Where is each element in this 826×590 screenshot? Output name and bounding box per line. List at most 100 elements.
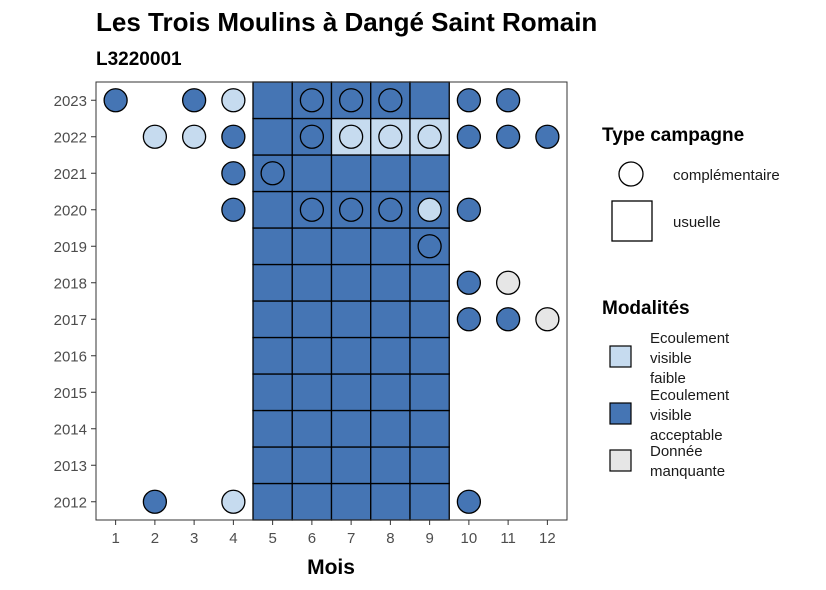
x-tick-label-9: 9 — [425, 530, 433, 547]
point-2017-12 — [535, 307, 560, 332]
point-2023-7 — [338, 88, 364, 113]
legend-faible-line1: Ecoulement — [650, 330, 730, 347]
usuelle-cell-2021-6 — [291, 154, 333, 193]
usuelle-cell-2015-9 — [409, 373, 450, 412]
point-2018-10 — [456, 270, 482, 295]
x-tick-label-6: 6 — [308, 530, 316, 547]
y-tick-label-2017: 2017 — [54, 312, 87, 329]
legend-type-campagne: Type campagne complémentaire usuelle — [602, 125, 780, 242]
legend-faible-line2: visible — [650, 350, 692, 367]
usuelle-cell-2014-9 — [409, 409, 450, 448]
usuelle-cell-2013-8 — [370, 446, 411, 485]
usuelle-cell-2020-5 — [252, 190, 293, 229]
usuelle-cell-2023-5 — [252, 81, 293, 120]
x-axis: 1 2 3 4 5 6 7 8 9 10 11 12 — [111, 520, 556, 547]
legend-swatch-acceptable — [609, 402, 632, 425]
usuelle-cell-2019-6 — [291, 227, 333, 266]
usuelle-cell-2016-5 — [252, 336, 293, 375]
usuelle-cell-2016-7 — [330, 336, 372, 375]
point-2020-7 — [338, 197, 364, 222]
usuelle-cell-2018-9 — [409, 263, 450, 302]
usuelle-cell-2017-8 — [370, 300, 411, 339]
chart-title: Les Trois Moulins à Dangé Saint Romain — [96, 7, 597, 37]
point-2021-5 — [260, 161, 285, 186]
usuelle-cell-2013-6 — [291, 446, 333, 485]
point-2020-8 — [378, 197, 403, 222]
point-2023-6 — [299, 88, 325, 113]
y-tick-label-2022: 2022 — [54, 129, 87, 146]
x-tick-label-3: 3 — [190, 530, 198, 547]
usuelle-cell-2012-7 — [330, 482, 372, 521]
usuelle-cell-2021-8 — [370, 154, 411, 193]
point-2022-10 — [456, 124, 482, 149]
y-tick-label-2018: 2018 — [54, 275, 87, 292]
point-2012-10 — [456, 489, 482, 514]
x-tick-label-4: 4 — [229, 530, 237, 547]
y-tick-label-2021: 2021 — [54, 166, 87, 183]
usuelle-cell-2016-8 — [370, 336, 411, 375]
legend-type-title: Type campagne — [602, 125, 744, 146]
point-2019-9 — [417, 234, 442, 259]
point-2018-11 — [495, 270, 521, 295]
usuelle-cell-2022-5 — [252, 117, 293, 156]
legend-faible-line3: faible — [650, 370, 686, 387]
legend-type-usuelle-label: usuelle — [673, 214, 721, 231]
point-2022-12 — [535, 124, 560, 149]
point-2023-8 — [378, 88, 403, 113]
point-2022-2 — [142, 124, 168, 149]
legend-square-symbol — [611, 200, 653, 242]
point-2023-4 — [221, 88, 246, 113]
usuelle-cell-2014-5 — [252, 409, 293, 448]
point-2020-10 — [456, 197, 482, 222]
usuelle-cell-2012-9 — [409, 482, 450, 521]
point-2012-4 — [221, 489, 246, 514]
point-2020-4 — [221, 197, 246, 222]
legend-modalites-title: Modalités — [602, 298, 690, 319]
usuelle-cell-2012-8 — [370, 482, 411, 521]
usuelle-cell-2018-7 — [330, 263, 372, 302]
usuelle-cell-2019-5 — [252, 227, 293, 266]
x-tick-label-10: 10 — [461, 530, 478, 547]
usuelle-cell-2016-9 — [409, 336, 450, 375]
point-2022-3 — [181, 124, 207, 149]
usuelle-cell-2018-8 — [370, 263, 411, 302]
usuelle-cell-2018-6 — [291, 263, 333, 302]
y-axis: 2012 2013 2014 2015 2016 2017 2018 2019 2020 2021… — [54, 93, 96, 511]
usuelle-cell-2018-5 — [252, 263, 293, 302]
point-2022-8 — [378, 124, 403, 149]
x-tick-label-1: 1 — [111, 530, 119, 547]
usuelle-cell-2015-5 — [252, 373, 293, 412]
legend-manquante-line2: manquante — [650, 463, 725, 480]
legend-type-complementaire-label: complémentaire — [673, 167, 780, 184]
legend-acceptable-line2: visible — [650, 407, 692, 424]
usuelle-cell-2015-6 — [291, 373, 333, 412]
usuelle-cell-2014-7 — [330, 409, 372, 448]
y-tick-label-2016: 2016 — [54, 348, 87, 365]
usuelle-cell-2012-5 — [252, 482, 293, 521]
x-tick-label-2: 2 — [151, 530, 159, 547]
point-2020-9 — [417, 197, 442, 222]
usuelle-cell-2017-5 — [252, 300, 293, 339]
usuelle-cell-2017-7 — [330, 300, 372, 339]
usuelle-cell-2015-7 — [330, 373, 372, 412]
y-tick-label-2013: 2013 — [54, 458, 87, 475]
x-tick-label-8: 8 — [386, 530, 394, 547]
x-tick-label-7: 7 — [347, 530, 355, 547]
usuelle-cell-2014-8 — [370, 409, 411, 448]
point-2022-9 — [417, 124, 442, 149]
usuelle-cell-2012-6 — [291, 482, 333, 521]
point-2020-6 — [299, 197, 325, 222]
chart-subtitle: L3220001 — [96, 49, 182, 70]
usuelle-cell-2013-7 — [330, 446, 372, 485]
point-2022-4 — [221, 124, 246, 149]
point-2021-4 — [221, 161, 246, 186]
legend-circle-symbol — [618, 161, 644, 187]
x-tick-label-12: 12 — [539, 530, 556, 547]
legend-manquante-line1: Donnée — [650, 443, 703, 460]
usuelle-cell-2021-9 — [409, 154, 450, 193]
point-2023-3 — [181, 88, 207, 113]
point-2017-11 — [495, 307, 521, 332]
usuelle-cell-2017-6 — [291, 300, 333, 339]
usuelle-cell-2015-8 — [370, 373, 411, 412]
